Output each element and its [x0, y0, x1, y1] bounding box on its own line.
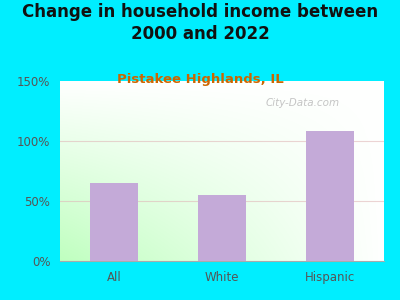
Bar: [198, 195, 246, 261]
Text: Pistakee Highlands, IL: Pistakee Highlands, IL: [117, 74, 283, 86]
Text: Change in household income between
2000 and 2022: Change in household income between 2000 …: [22, 3, 378, 43]
Bar: [306, 131, 354, 261]
Text: City-Data.com: City-Data.com: [266, 98, 340, 108]
Bar: [90, 183, 138, 261]
